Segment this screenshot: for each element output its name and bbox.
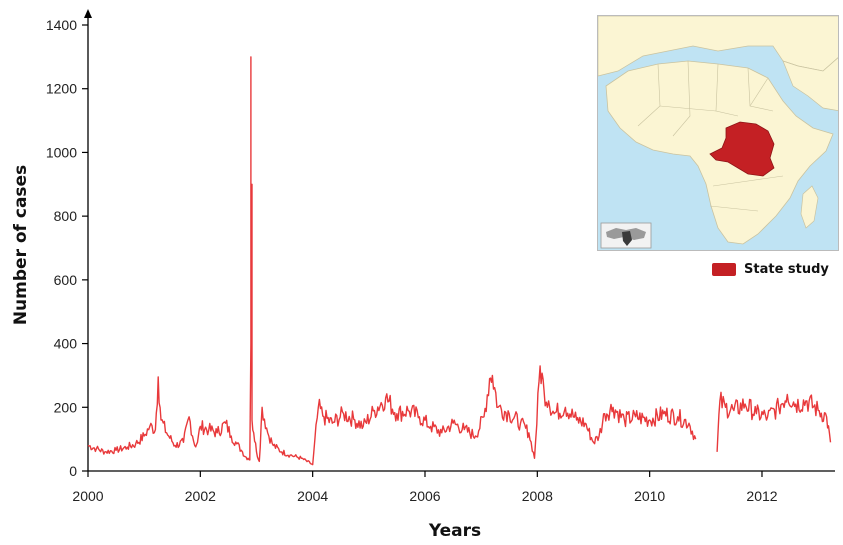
x-tick-label: 2002 bbox=[185, 488, 216, 504]
highlight-region bbox=[709, 121, 775, 177]
y-tick-label: 0 bbox=[69, 463, 77, 479]
legend: State study bbox=[712, 262, 829, 277]
x-tick-label: 2004 bbox=[297, 488, 328, 504]
africa-map-icon bbox=[597, 15, 839, 251]
axes: 2000 2002 2004 2006 2008 2010 2012 0 200 400 600 80… bbox=[46, 9, 835, 504]
x-axis-title: Years bbox=[428, 521, 481, 541]
y-tick-label: 200 bbox=[54, 399, 78, 415]
y-tick-label: 800 bbox=[54, 208, 78, 224]
y-tick-label: 1400 bbox=[46, 17, 77, 33]
y-tick-label: 1000 bbox=[46, 144, 77, 160]
x-tick-label: 2008 bbox=[522, 488, 553, 504]
y-axis-arrow bbox=[84, 9, 92, 18]
legend-label: State study bbox=[744, 262, 829, 277]
y-axis-title: Number of cases bbox=[11, 165, 31, 325]
legend-swatch bbox=[712, 263, 736, 276]
y-tick-label: 600 bbox=[54, 272, 78, 288]
series-group bbox=[87, 56, 832, 466]
x-tick-label: 2000 bbox=[72, 488, 103, 504]
series-line-segment-2 bbox=[716, 391, 832, 452]
world-locator-icon bbox=[600, 222, 652, 249]
y-tick-label: 1200 bbox=[46, 81, 77, 97]
x-tick-label: 2006 bbox=[409, 488, 440, 504]
y-tick-label: 400 bbox=[54, 336, 78, 352]
x-tick-label: 2012 bbox=[746, 488, 777, 504]
x-tick-label: 2010 bbox=[634, 488, 665, 504]
series-line-segment-1 bbox=[87, 56, 697, 466]
